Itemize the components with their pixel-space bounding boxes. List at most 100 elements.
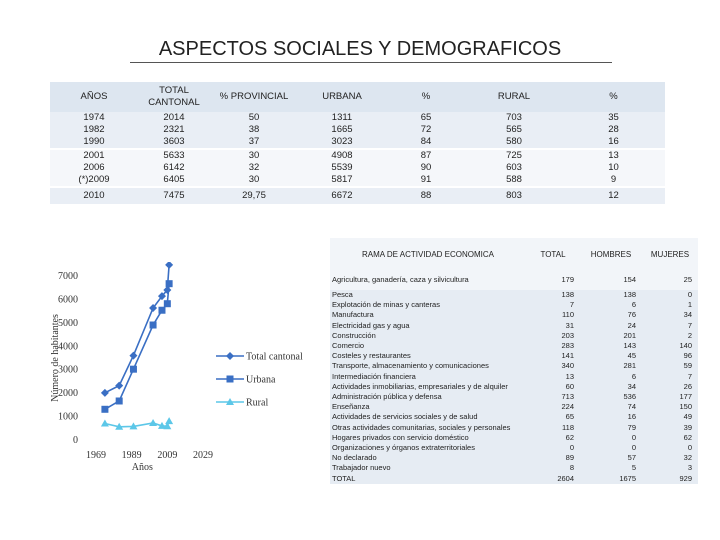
activity-value: 34 bbox=[627, 381, 636, 391]
activity-value: 6 bbox=[631, 300, 636, 310]
activity-row: Enseñanza 224 74 150 bbox=[330, 402, 698, 412]
data-point bbox=[129, 351, 138, 360]
activity-value: 49 bbox=[683, 412, 692, 422]
activity-name: Agricultura, ganadería, caza y silvicult… bbox=[332, 274, 469, 284]
population-cell: 2010 bbox=[50, 188, 138, 204]
activity-value: 283 bbox=[561, 341, 574, 351]
y-axis-label: Número de habitantes bbox=[50, 314, 61, 402]
activity-row: Actividades inmobiliarias, empresariales… bbox=[330, 382, 698, 392]
population-cell: 6142 bbox=[138, 162, 210, 174]
population-cell: 35 bbox=[562, 112, 665, 124]
activity-name: Comercio bbox=[332, 341, 365, 351]
activity-name: Administración pública y defensa bbox=[332, 392, 442, 402]
population-chart: 0 1000 2000 3000 4000 5000 6000 7000 1969 1989 200… bbox=[48, 260, 338, 492]
activity-value: 13 bbox=[565, 371, 574, 381]
activity-row: Manufactura 110 76 34 bbox=[330, 310, 698, 320]
activity-row: Costeles y restaurantes 141 45 96 bbox=[330, 351, 698, 361]
header-provincial: % PROVINCIAL bbox=[210, 82, 298, 112]
population-cell: 3603 bbox=[138, 136, 210, 148]
y-tick-label: 0 bbox=[73, 435, 78, 446]
population-cell: 2014 bbox=[138, 112, 210, 124]
activity-row: TOTAL 2604 1675 929 bbox=[330, 474, 698, 484]
legend-marker bbox=[226, 375, 234, 383]
header-rural-pct: % bbox=[562, 82, 665, 112]
data-point bbox=[165, 280, 173, 288]
population-row: 2010 7475 29,75 6672 88 803 12 bbox=[50, 188, 665, 204]
data-point bbox=[158, 306, 166, 314]
activity-value: 141 bbox=[561, 351, 574, 361]
data-point bbox=[115, 397, 123, 405]
population-cell: 87 bbox=[386, 150, 466, 162]
legend-marker bbox=[226, 352, 234, 360]
activity-value: 34 bbox=[683, 310, 692, 320]
data-point bbox=[163, 300, 171, 308]
activity-value: 62 bbox=[565, 432, 574, 442]
activity-row: Administración pública y defensa 713 536 17… bbox=[330, 392, 698, 402]
activity-value: 31 bbox=[565, 320, 574, 330]
activity-value: 39 bbox=[683, 422, 692, 432]
activity-value: 0 bbox=[687, 443, 692, 453]
population-cell: 13 bbox=[562, 150, 665, 162]
data-point bbox=[157, 421, 166, 429]
activity-value: 203 bbox=[561, 330, 574, 340]
activity-value: 118 bbox=[562, 422, 574, 432]
activity-name: Hogares privados con servicio doméstico bbox=[332, 432, 469, 442]
activity-value: 143 bbox=[623, 341, 636, 351]
activity-value: 1 bbox=[687, 300, 692, 310]
header-mujeres: MUJERES bbox=[642, 238, 698, 270]
data-point bbox=[157, 292, 166, 301]
x-axis-label: Años bbox=[132, 462, 153, 473]
activity-value: 45 bbox=[627, 351, 636, 361]
data-point bbox=[165, 260, 174, 269]
activity-value: 2604 bbox=[557, 473, 574, 483]
page-title: ASPECTOS SOCIALES Y DEMOGRAFICOS bbox=[158, 38, 562, 60]
activity-value: 179 bbox=[561, 274, 574, 284]
population-cell: 6672 bbox=[298, 188, 386, 204]
population-row: 2006 6142 32 5539 90 603 10 bbox=[50, 162, 665, 174]
header-urbana-pct: % bbox=[386, 82, 466, 112]
x-tick-label: 1989 bbox=[122, 450, 142, 461]
data-point bbox=[163, 285, 172, 294]
population-cell: 38 bbox=[210, 124, 298, 136]
population-row: 1982 2321 38 1665 72 565 28 bbox=[50, 124, 665, 136]
population-row: 1990 3603 37 3023 84 580 16 bbox=[50, 136, 665, 148]
activity-row: Intermediación financiera 13 6 7 bbox=[330, 372, 698, 382]
activity-value: 224 bbox=[561, 402, 574, 412]
activity-name: Transporte, almacenamiento y comunicacio… bbox=[332, 361, 489, 371]
population-cell: 2321 bbox=[138, 124, 210, 136]
population-cell: 3023 bbox=[298, 136, 386, 148]
population-cell: 5633 bbox=[138, 150, 210, 162]
data-point bbox=[165, 417, 174, 425]
activity-name: Actividades inmobiliarias, empresariales… bbox=[332, 381, 508, 391]
activity-header-row: RAMA DE ACTIVIDAD ECONOMICA TOTAL HOMBRE… bbox=[330, 238, 698, 270]
activity-value: 154 bbox=[623, 274, 636, 284]
activity-value: 6 bbox=[631, 371, 636, 381]
population-cell: 5539 bbox=[298, 162, 386, 174]
activity-row: Explotación de minas y canteras 7 6 1 bbox=[330, 300, 698, 310]
y-tick-label: 3000 bbox=[58, 365, 78, 376]
population-cell: 50 bbox=[210, 112, 298, 124]
population-cell: 9 bbox=[562, 174, 665, 186]
activity-value: 26 bbox=[683, 381, 692, 391]
activity-value: 57 bbox=[627, 453, 636, 463]
header-total-cantonal: TOTAL CANTONAL bbox=[138, 82, 210, 112]
population-cell: 725 bbox=[466, 150, 562, 162]
population-cell: 803 bbox=[466, 188, 562, 204]
activity-value: 60 bbox=[565, 381, 574, 391]
data-point bbox=[101, 405, 109, 413]
y-tick-label: 2000 bbox=[58, 388, 78, 399]
title-underline bbox=[130, 62, 612, 63]
population-cell: 16 bbox=[562, 136, 665, 148]
activity-value: 177 bbox=[679, 392, 692, 402]
activity-value: 0 bbox=[631, 443, 636, 453]
population-cell: 32 bbox=[210, 162, 298, 174]
population-cell: 1974 bbox=[50, 112, 138, 124]
activity-value: 79 bbox=[627, 422, 636, 432]
activity-row: Construcción 203 201 2 bbox=[330, 331, 698, 341]
activity-value: 3 bbox=[687, 463, 692, 473]
activity-value: 5 bbox=[631, 463, 636, 473]
y-tick-label: 7000 bbox=[58, 271, 78, 282]
population-cell: 84 bbox=[386, 136, 466, 148]
header-urbana: URBANA bbox=[298, 82, 386, 112]
series-line-rural bbox=[104, 420, 170, 428]
